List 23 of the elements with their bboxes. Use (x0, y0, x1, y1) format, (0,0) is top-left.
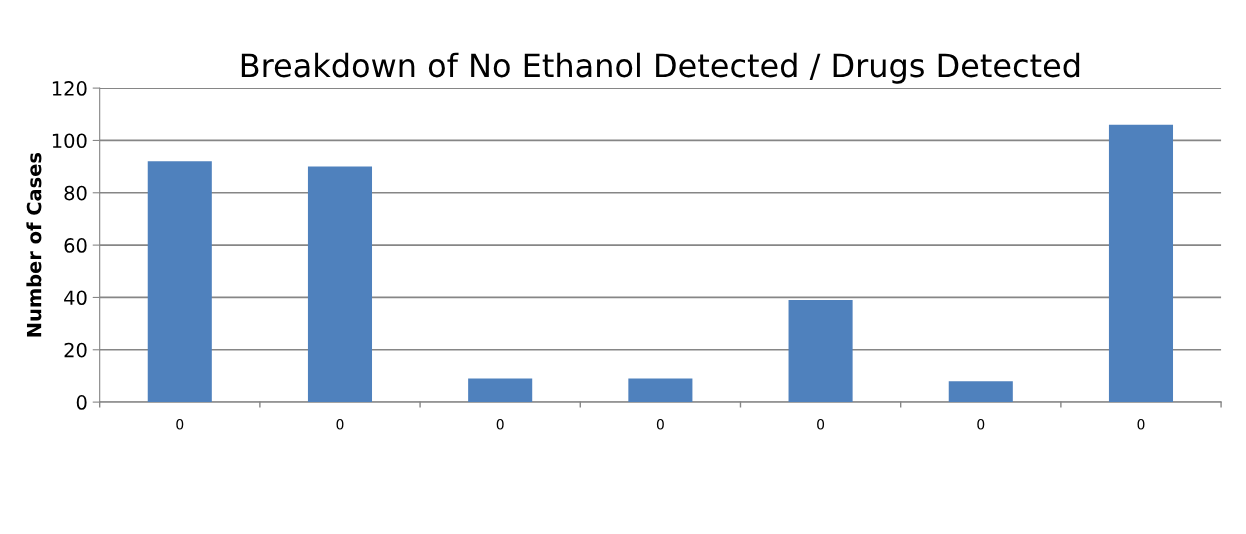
y-tick-label: 100 (52, 133, 87, 149)
bar (628, 378, 693, 403)
bar (788, 300, 853, 403)
x-tick-label: 0 (977, 419, 985, 430)
y-tick-label: 20 (64, 342, 87, 358)
bar (307, 166, 373, 403)
y-tick-label: 0 (76, 395, 87, 410)
y-tick-label: 120 (52, 81, 87, 96)
y-axis-title: Number of Cases (26, 152, 42, 337)
x-tick-label: 0 (176, 419, 184, 430)
bar (147, 161, 212, 403)
bar (1108, 124, 1174, 403)
x-tick-label: 0 (336, 419, 344, 430)
x-tick-label: 0 (656, 419, 664, 430)
bar (468, 378, 533, 403)
x-tick-label: 0 (1137, 419, 1145, 430)
y-tick-label: 40 (64, 290, 87, 306)
chart-title: Breakdown of No Ethanol Detected / Drugs Detected (241, 52, 1080, 84)
y-tick-label: 60 (64, 238, 87, 253)
x-tick-label: 0 (817, 419, 825, 430)
bar (948, 381, 1013, 403)
x-tick-label: 0 (496, 419, 504, 430)
y-tick-label: 80 (64, 185, 87, 201)
